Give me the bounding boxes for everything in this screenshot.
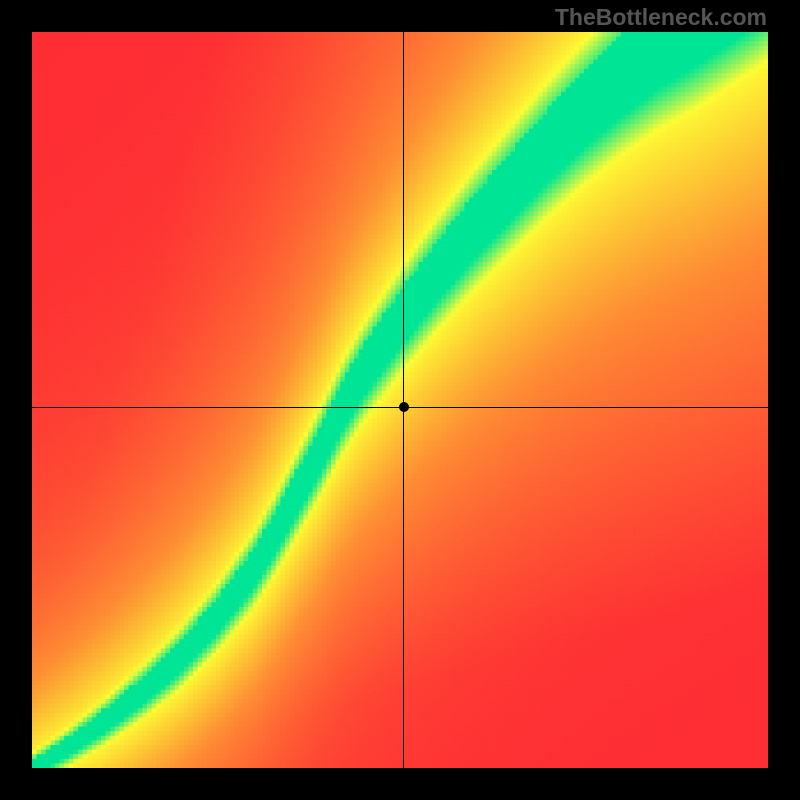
watermark-text: TheBottleneck.com: [555, 4, 767, 31]
crosshair-vertical: [403, 32, 404, 768]
bottleneck-heatmap: [32, 32, 768, 768]
operating-point-marker: [399, 402, 409, 412]
chart-container: TheBottleneck.com: [0, 0, 800, 800]
